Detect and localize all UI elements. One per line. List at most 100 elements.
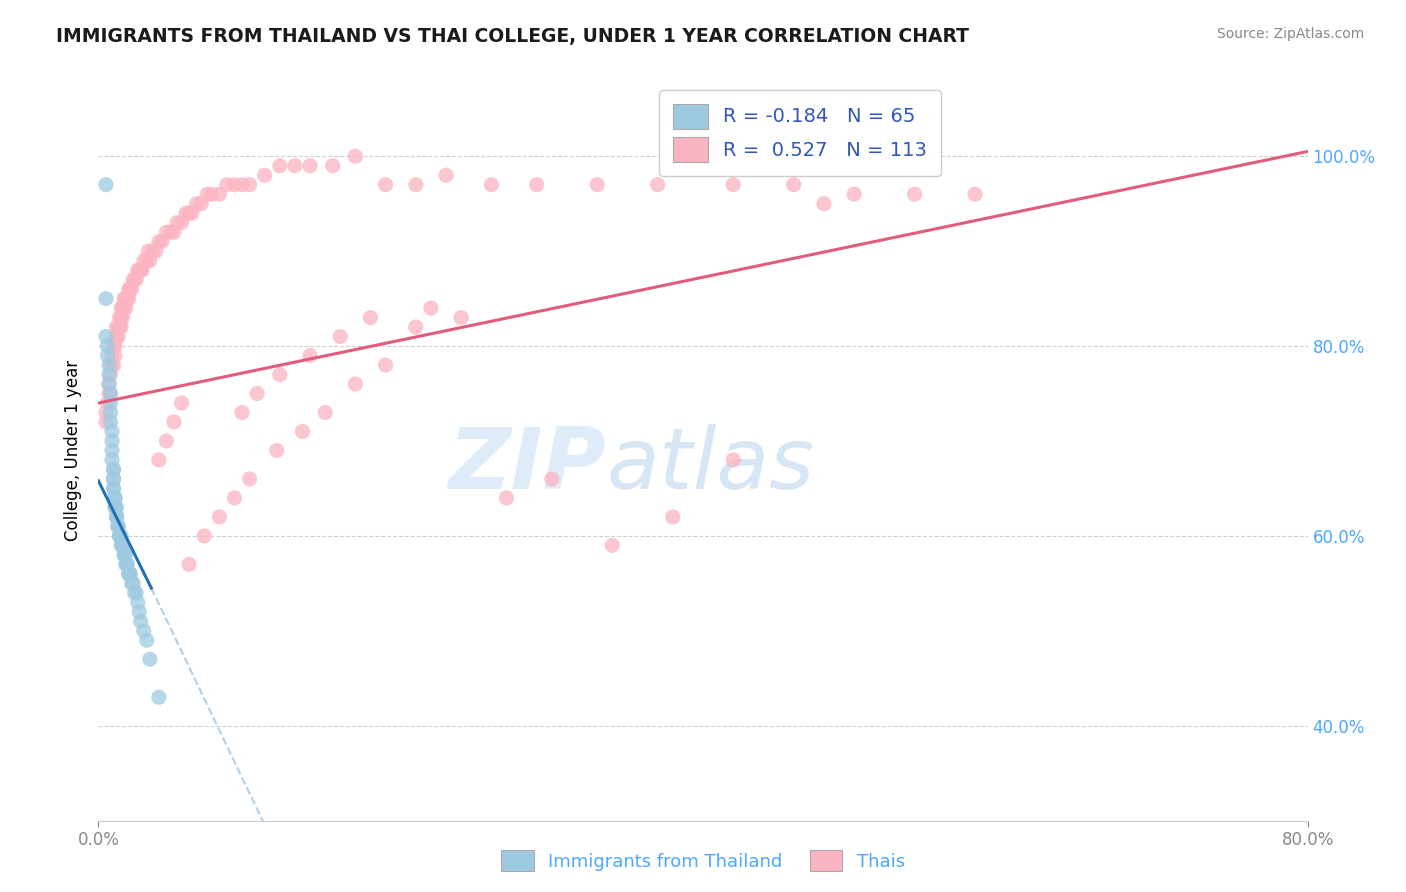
Point <box>118 282 141 296</box>
Point <box>329 329 352 343</box>
Point <box>105 509 128 524</box>
Point <box>127 263 149 277</box>
Point <box>111 301 134 315</box>
Point <box>107 519 129 533</box>
Text: ZIP: ZIP <box>449 424 606 507</box>
Point <box>139 253 162 268</box>
Point <box>94 415 117 429</box>
Text: atlas: atlas <box>606 424 814 507</box>
Point <box>586 178 609 192</box>
Point <box>163 225 186 239</box>
Point <box>112 301 135 315</box>
Point <box>100 368 122 382</box>
Point <box>114 548 136 562</box>
Point <box>108 529 131 543</box>
Point <box>148 235 170 249</box>
Point <box>101 443 124 458</box>
Point <box>107 329 129 343</box>
Point <box>104 500 127 515</box>
Point <box>181 206 204 220</box>
Point <box>224 178 246 192</box>
Point <box>163 415 186 429</box>
Point <box>103 358 125 372</box>
Point <box>94 405 117 419</box>
Point <box>186 196 208 211</box>
Text: Source: ZipAtlas.com: Source: ZipAtlas.com <box>1216 27 1364 41</box>
Point <box>132 624 155 638</box>
Point <box>103 472 125 486</box>
Point <box>135 633 157 648</box>
Point <box>110 310 132 325</box>
Point <box>253 168 276 182</box>
Point <box>115 292 138 306</box>
Point <box>723 178 745 192</box>
Point <box>108 529 131 543</box>
Point <box>124 272 146 286</box>
Point <box>105 329 128 343</box>
Point <box>112 292 135 306</box>
Point <box>108 310 131 325</box>
Point <box>111 538 134 552</box>
Point <box>526 178 548 192</box>
Point <box>131 263 153 277</box>
Point <box>179 558 201 572</box>
Point <box>661 509 683 524</box>
Point <box>94 178 117 192</box>
Point <box>208 187 231 202</box>
Point <box>434 168 457 182</box>
Point <box>231 178 253 192</box>
Point <box>96 349 118 363</box>
Point <box>104 500 127 515</box>
Point <box>224 491 246 505</box>
Point <box>783 178 806 192</box>
Point <box>160 225 183 239</box>
Point <box>128 263 150 277</box>
Point <box>101 453 124 467</box>
Point <box>110 301 132 315</box>
Point <box>105 509 128 524</box>
Point <box>269 368 291 382</box>
Point <box>101 358 124 372</box>
Point <box>125 272 148 286</box>
Point <box>125 586 148 600</box>
Point <box>114 301 136 315</box>
Text: IMMIGRANTS FROM THAILAND VS THAI COLLEGE, UNDER 1 YEAR CORRELATION CHART: IMMIGRANTS FROM THAILAND VS THAI COLLEGE… <box>56 27 969 45</box>
Point <box>120 282 142 296</box>
Point <box>103 482 125 496</box>
Point <box>179 206 201 220</box>
Point <box>98 368 121 382</box>
Point <box>94 292 117 306</box>
Point <box>195 187 218 202</box>
Point <box>112 548 135 562</box>
Point <box>495 491 517 505</box>
Point <box>166 216 188 230</box>
Point <box>723 453 745 467</box>
Point <box>150 235 173 249</box>
Point <box>647 178 669 192</box>
Point <box>965 187 987 202</box>
Point <box>266 443 288 458</box>
Point <box>100 386 122 401</box>
Point <box>98 386 121 401</box>
Point <box>405 320 427 334</box>
Point <box>127 595 149 609</box>
Y-axis label: College, Under 1 year: College, Under 1 year <box>65 359 83 541</box>
Point <box>190 196 212 211</box>
Point <box>103 462 125 476</box>
Point <box>118 566 141 581</box>
Point <box>124 586 146 600</box>
Point <box>105 500 128 515</box>
Point <box>104 491 127 505</box>
Point <box>100 405 122 419</box>
Point <box>139 652 162 666</box>
Point <box>142 244 165 259</box>
Point <box>405 178 427 192</box>
Point <box>107 519 129 533</box>
Point <box>374 358 396 372</box>
Point <box>844 187 866 202</box>
Point <box>100 396 122 410</box>
Point <box>105 320 128 334</box>
Point <box>122 272 145 286</box>
Point <box>481 178 503 192</box>
Point <box>105 509 128 524</box>
